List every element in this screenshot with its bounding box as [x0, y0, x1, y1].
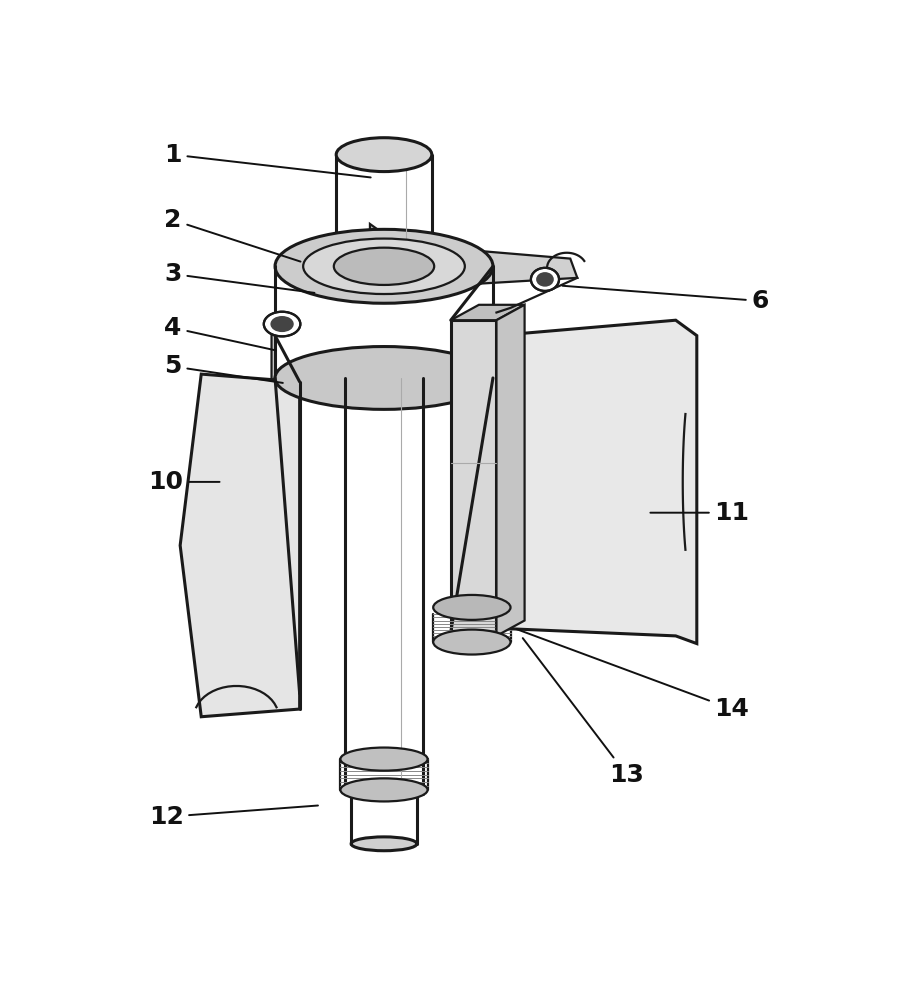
Text: 13: 13 — [522, 638, 644, 786]
Ellipse shape — [334, 248, 434, 285]
Ellipse shape — [434, 595, 511, 620]
Text: 1: 1 — [164, 143, 371, 177]
Ellipse shape — [303, 239, 465, 294]
Polygon shape — [271, 328, 275, 386]
Polygon shape — [451, 305, 524, 320]
Ellipse shape — [537, 273, 552, 286]
Text: 11: 11 — [650, 501, 749, 525]
Text: 10: 10 — [149, 470, 219, 494]
Text: 6: 6 — [562, 286, 769, 313]
Polygon shape — [451, 320, 496, 636]
Text: 3: 3 — [164, 262, 315, 293]
Ellipse shape — [336, 138, 432, 172]
Polygon shape — [496, 320, 697, 644]
Ellipse shape — [271, 317, 293, 331]
Polygon shape — [180, 374, 299, 717]
Ellipse shape — [264, 312, 300, 336]
Text: 4: 4 — [164, 316, 276, 350]
Ellipse shape — [531, 268, 559, 291]
Ellipse shape — [275, 347, 493, 409]
Text: 5: 5 — [164, 354, 283, 383]
Ellipse shape — [434, 630, 511, 655]
Ellipse shape — [275, 229, 493, 303]
Ellipse shape — [340, 778, 427, 801]
Ellipse shape — [351, 837, 417, 851]
Polygon shape — [496, 305, 524, 636]
Polygon shape — [398, 244, 578, 288]
Text: 14: 14 — [517, 629, 749, 721]
Text: 12: 12 — [149, 805, 318, 829]
Polygon shape — [370, 224, 398, 288]
Text: 2: 2 — [164, 208, 300, 262]
Ellipse shape — [340, 748, 427, 771]
